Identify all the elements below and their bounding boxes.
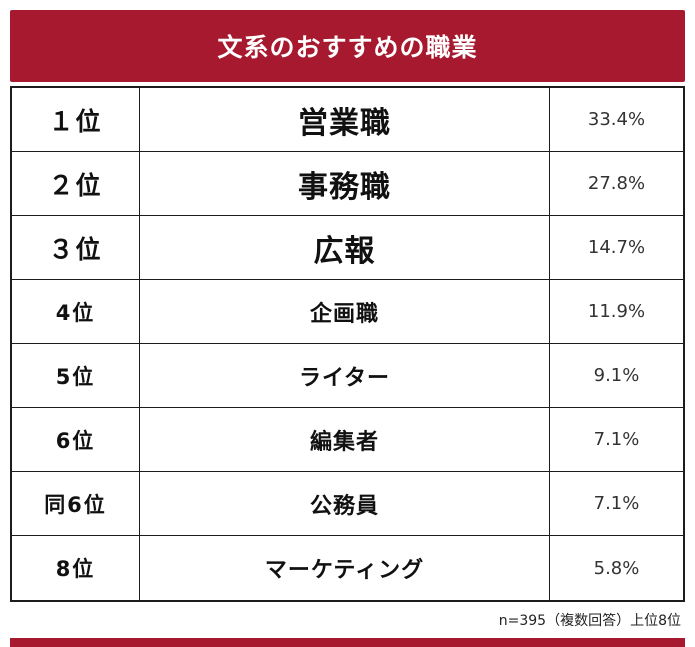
bottom-accent-bar xyxy=(10,638,685,647)
rank-cell: 同6位 xyxy=(12,472,140,535)
rank-cell: ２位 xyxy=(12,152,140,215)
table-row: １位 営業職 33.4% xyxy=(12,88,683,152)
rank-cell: 6位 xyxy=(12,408,140,471)
job-cell: 広報 xyxy=(140,216,550,279)
pct-cell: 7.1% xyxy=(593,493,640,514)
ranking-table: １位 営業職 33.4% ２位 事務職 27.8% ３位 広報 14.7% 4位… xyxy=(10,86,685,602)
pct-cell: 33.4% xyxy=(587,109,646,130)
rank-cell: 4位 xyxy=(12,280,140,343)
rank-cell: 5位 xyxy=(12,344,140,407)
table-row: 4位 企画職 11.9% xyxy=(12,280,683,344)
page-title-text: 文系のおすすめの職業 xyxy=(217,33,478,62)
rank-cell: １位 xyxy=(12,88,140,151)
pct-cell: 9.1% xyxy=(593,365,640,386)
job-cell: マーケティング xyxy=(140,536,550,600)
ranking-table-body: １位 営業職 33.4% ２位 事務職 27.8% ３位 広報 14.7% 4位… xyxy=(12,88,683,600)
job-cell: 編集者 xyxy=(140,408,550,471)
sample-size-note: n=395（複数回答）上位8位 xyxy=(498,613,681,629)
pct-cell: 14.7% xyxy=(587,237,646,258)
job-cell: 事務職 xyxy=(140,152,550,215)
page-title: 文系のおすすめの職業 xyxy=(10,10,685,82)
job-cell: 企画職 xyxy=(140,280,550,343)
table-row: 同6位 公務員 7.1% xyxy=(12,472,683,536)
job-cell: 営業職 xyxy=(140,88,550,151)
table-row: 5位 ライター 9.1% xyxy=(12,344,683,408)
job-cell: ライター xyxy=(140,344,550,407)
table-row: 8位 マーケティング 5.8% xyxy=(12,536,683,600)
pct-cell: 11.9% xyxy=(587,301,646,322)
pct-cell: 7.1% xyxy=(593,429,640,450)
rank-cell: ３位 xyxy=(12,216,140,279)
table-row: ３位 広報 14.7% xyxy=(12,216,683,280)
pct-cell: 5.8% xyxy=(593,557,640,579)
pct-cell: 27.8% xyxy=(587,173,646,194)
table-row: ２位 事務職 27.8% xyxy=(12,152,683,216)
job-cell: 公務員 xyxy=(140,472,550,535)
rank-cell: 8位 xyxy=(12,536,140,600)
table-row: 6位 編集者 7.1% xyxy=(12,408,683,472)
